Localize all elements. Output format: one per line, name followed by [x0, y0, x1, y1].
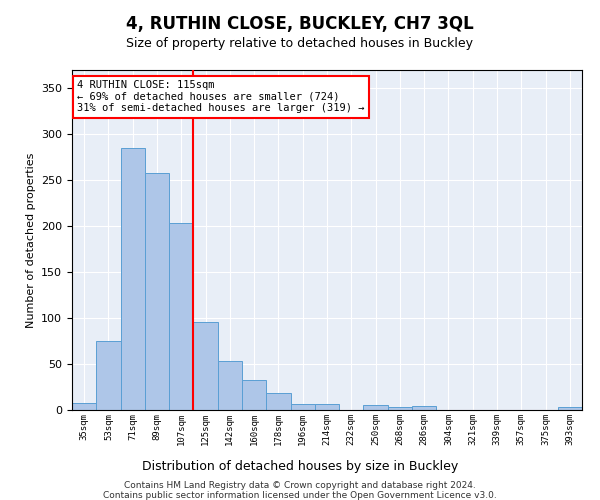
Text: Contains public sector information licensed under the Open Government Licence v3: Contains public sector information licen…	[103, 490, 497, 500]
Text: Distribution of detached houses by size in Buckley: Distribution of detached houses by size …	[142, 460, 458, 473]
Bar	[96, 341, 121, 410]
Bar	[145, 173, 169, 410]
Bar	[218, 362, 242, 410]
Bar	[242, 380, 266, 410]
Bar	[121, 148, 145, 410]
Bar	[72, 402, 96, 410]
Bar	[388, 407, 412, 410]
Text: Size of property relative to detached houses in Buckley: Size of property relative to detached ho…	[127, 38, 473, 51]
Bar	[290, 404, 315, 410]
Bar	[266, 394, 290, 410]
Bar	[169, 224, 193, 410]
Y-axis label: Number of detached properties: Number of detached properties	[26, 152, 35, 328]
Bar	[315, 404, 339, 410]
Bar	[364, 406, 388, 410]
Bar	[193, 322, 218, 410]
Bar	[412, 406, 436, 410]
Text: 4, RUTHIN CLOSE, BUCKLEY, CH7 3QL: 4, RUTHIN CLOSE, BUCKLEY, CH7 3QL	[126, 15, 474, 33]
Text: 4 RUTHIN CLOSE: 115sqm
← 69% of detached houses are smaller (724)
31% of semi-de: 4 RUTHIN CLOSE: 115sqm ← 69% of detached…	[77, 80, 365, 114]
Bar	[558, 407, 582, 410]
Text: Contains HM Land Registry data © Crown copyright and database right 2024.: Contains HM Land Registry data © Crown c…	[124, 480, 476, 490]
